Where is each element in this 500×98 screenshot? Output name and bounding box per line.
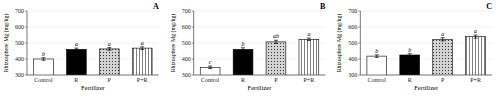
bar (266, 42, 286, 75)
x-axis (27, 75, 159, 76)
tick-label: 300 (182, 72, 191, 78)
bar (367, 56, 387, 75)
category-label: P+R (470, 77, 481, 83)
sig-letter: c (209, 59, 212, 65)
sig-letter: a (75, 41, 78, 47)
tick-label: 700 (15, 8, 24, 14)
category-label: P (108, 77, 112, 83)
bar (433, 39, 453, 75)
tick-label: 700 (348, 8, 357, 14)
tick-label: 400 (348, 56, 357, 62)
tick-label: 500 (15, 40, 24, 46)
tick-label: 400 (182, 56, 191, 62)
panel-label: A (153, 2, 159, 11)
error-bar (241, 48, 245, 51)
error-bar (274, 40, 278, 43)
y-axis-label: Rhizosphere Mg (mg/kg) (3, 14, 10, 73)
tick-label: 600 (15, 24, 24, 30)
error-bar (140, 47, 144, 50)
panel: 300 400 500 600 700 c b ab a Control R P P+R Fertiliz… (170, 2, 326, 98)
x-axis (360, 75, 492, 76)
tick-label: 300 (348, 72, 357, 78)
grid-line (27, 43, 159, 44)
y-axis-label: Rhizosphere Mg (mg/kg) (170, 14, 177, 73)
grid-line (360, 27, 492, 28)
x-axis-label: Fertilizer (248, 84, 273, 91)
bar (99, 49, 119, 75)
grid-line (194, 27, 326, 28)
error-bar (375, 55, 379, 58)
grid-line (360, 11, 492, 12)
x-axis-label: Fertilizer (414, 84, 439, 91)
error-bar (74, 48, 78, 51)
error-bar (474, 35, 478, 38)
y-axis-label: Rhizosphere Mg (mg/kg) (336, 14, 343, 73)
bar (233, 49, 253, 75)
tick-label: 600 (348, 24, 357, 30)
figure: 300 400 500 600 700 b a a a Control R P P+R Fertilize… (0, 0, 500, 98)
bar (200, 67, 220, 75)
category-label: Control (34, 77, 53, 83)
bar (400, 55, 420, 75)
error-bar (208, 66, 212, 69)
tick-label: 600 (182, 24, 191, 30)
grid-line (194, 11, 326, 12)
category-label: R (408, 77, 412, 83)
grid-line (27, 75, 159, 76)
category-label: P (274, 77, 278, 83)
error-bar (41, 58, 45, 61)
category-label: P+R (304, 77, 315, 83)
x-axis (194, 75, 326, 76)
bar (466, 37, 486, 75)
tick-label: 400 (15, 56, 24, 62)
panel-label: C (486, 2, 492, 11)
sig-letter: a (108, 41, 111, 47)
category-label: R (74, 77, 78, 83)
error-bar (408, 54, 412, 57)
sig-letter: a (141, 40, 144, 46)
x-axis-label: Fertilizer (81, 84, 106, 91)
sig-letter: b (375, 48, 378, 54)
bar (34, 59, 54, 75)
category-label: Control (201, 77, 220, 83)
error-bar (441, 38, 445, 41)
bars (34, 47, 153, 75)
sig-letter: ab (273, 33, 279, 39)
tick-label: 500 (182, 40, 191, 46)
tick-label: 700 (182, 8, 191, 14)
category-label: Control (368, 77, 387, 83)
grid-line (360, 75, 492, 76)
grid-line (194, 75, 326, 76)
bar (132, 48, 152, 75)
y-axis (360, 11, 361, 75)
category-label: P (441, 77, 445, 83)
error-bar (107, 48, 111, 51)
bars (200, 38, 319, 75)
sig-letter: b (408, 47, 411, 53)
sig-letter: b (242, 41, 245, 47)
panel: 300 400 500 600 700 b a a a Control R P P+R Fertilize… (3, 2, 159, 98)
y-axis (27, 11, 28, 75)
tick-label: 300 (15, 72, 24, 78)
y-axis (193, 11, 194, 75)
tick-label: 500 (348, 40, 357, 46)
panel: 300 400 500 600 700 b b a a Control R P P+R Fertilize… (336, 2, 492, 98)
bar (67, 49, 87, 75)
error-bar (307, 38, 311, 41)
grid-line (27, 11, 159, 12)
bar (299, 39, 319, 75)
sig-letter: a (474, 28, 477, 34)
panel-label: B (320, 2, 326, 11)
sig-letter: b (42, 51, 45, 57)
category-label: P+R (137, 77, 148, 83)
grid-line (27, 27, 159, 28)
sig-letter: a (441, 31, 444, 37)
category-label: R (241, 77, 245, 83)
sig-letter: a (307, 31, 310, 37)
bars (367, 35, 486, 75)
